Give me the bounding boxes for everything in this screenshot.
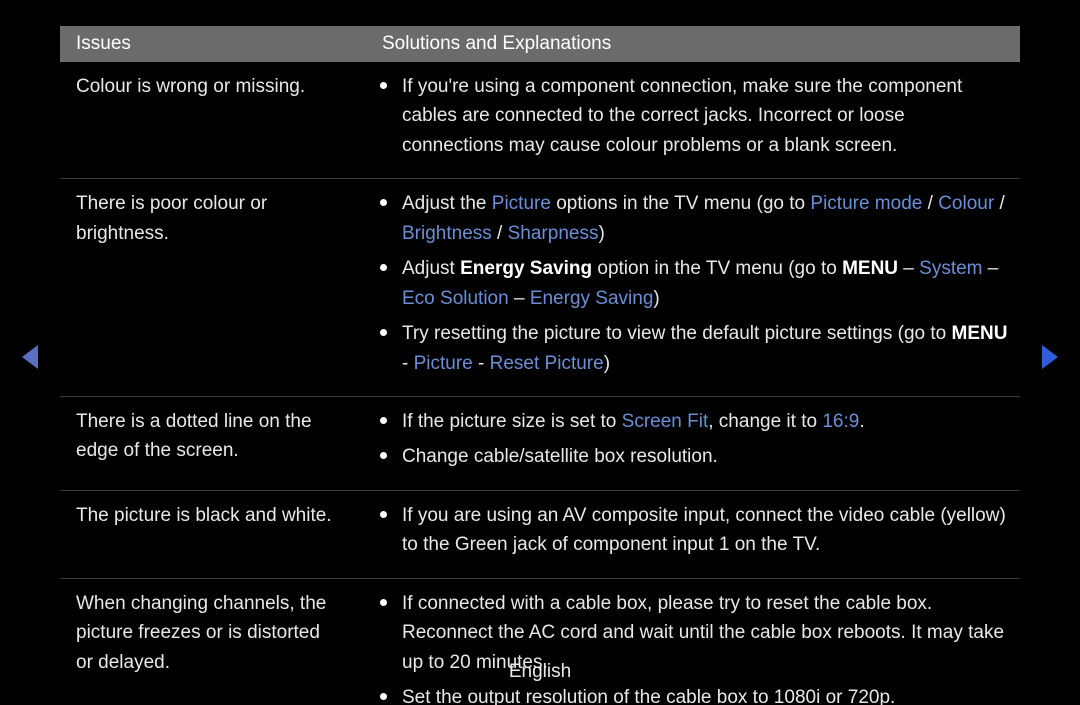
solution-bullet-item: Set the output resolution of the cable b…	[360, 683, 1008, 705]
solution-bullet-list: If you are using an AV composite input, …	[360, 501, 1008, 560]
column-header-solutions: Solutions and Explanations	[360, 33, 1020, 55]
column-header-issues: Issues	[60, 33, 360, 55]
issue-cell: There is poor colour or brightness.	[60, 189, 360, 384]
table-header-row: Issues Solutions and Explanations	[60, 26, 1020, 62]
issue-cell: When changing channels, the picture free…	[60, 589, 360, 705]
troubleshooting-table: Issues Solutions and Explanations Colour…	[60, 26, 1020, 705]
table-row: When changing channels, the picture free…	[60, 579, 1020, 705]
table-row: There is a dotted line on the edge of th…	[60, 397, 1020, 491]
solution-bullet-item: If you are using an AV composite input, …	[360, 501, 1008, 560]
table-row: The picture is black and white.If you ar…	[60, 491, 1020, 579]
solution-bullet-item: Change cable/satellite box resolution.	[360, 442, 1008, 471]
nav-previous-icon[interactable]	[22, 345, 38, 369]
solution-bullet-item: Adjust the Picture options in the TV men…	[360, 189, 1008, 248]
solution-cell: If you are using an AV composite input, …	[360, 501, 1020, 566]
solution-bullet-list: If connected with a cable box, please tr…	[360, 589, 1008, 705]
table-row: Colour is wrong or missing.If you're usi…	[60, 62, 1020, 179]
solution-bullet-item: If the picture size is set to Screen Fit…	[360, 407, 1008, 436]
solution-cell: If you're using a component connection, …	[360, 72, 1020, 166]
table-row: There is poor colour or brightness.Adjus…	[60, 179, 1020, 397]
solution-bullet-item: If you're using a component connection, …	[360, 72, 1008, 160]
issue-cell: There is a dotted line on the edge of th…	[60, 407, 360, 478]
solution-cell: If connected with a cable box, please tr…	[360, 589, 1020, 705]
table-body: Colour is wrong or missing.If you're usi…	[60, 62, 1020, 705]
solution-bullet-item: Try resetting the picture to view the de…	[360, 319, 1008, 378]
solution-bullet-item: Adjust Energy Saving option in the TV me…	[360, 254, 1008, 313]
nav-next-icon[interactable]	[1042, 345, 1058, 369]
solution-cell: If the picture size is set to Screen Fit…	[360, 407, 1020, 478]
solution-bullet-list: Adjust the Picture options in the TV men…	[360, 189, 1008, 378]
manual-page: Issues Solutions and Explanations Colour…	[0, 0, 1080, 705]
solution-bullet-list: If the picture size is set to Screen Fit…	[360, 407, 1008, 472]
issue-cell: Colour is wrong or missing.	[60, 72, 360, 166]
footer-language-label: English	[0, 661, 1080, 683]
solution-bullet-list: If you're using a component connection, …	[360, 72, 1008, 160]
solution-cell: Adjust the Picture options in the TV men…	[360, 189, 1020, 384]
issue-cell: The picture is black and white.	[60, 501, 360, 566]
